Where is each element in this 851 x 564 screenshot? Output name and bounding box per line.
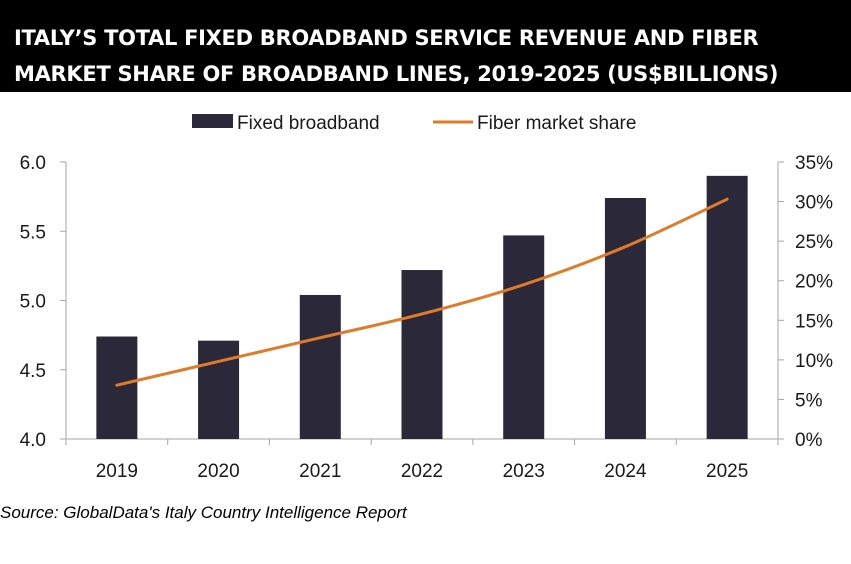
legend-swatch-fixed-broadband	[192, 114, 233, 128]
legend-label-fixed-broadband: Fixed broadband	[237, 113, 380, 134]
x-tick-label: 2023	[503, 461, 545, 482]
bar-fixed-broadband	[503, 235, 545, 439]
y-right-tick-label: 0%	[795, 430, 823, 451]
y-right-tick-label: 15%	[795, 311, 833, 332]
source-note: Source: GlobalData's Italy Country Intel…	[0, 503, 407, 522]
x-tick-label: 2024	[604, 461, 647, 482]
legend-label-fiber-market-share: Fiber market share	[477, 113, 636, 134]
y-left-tick-label: 5.5	[20, 222, 46, 243]
y-left-tick-label: 5.0	[20, 292, 46, 313]
y-right-tick-label: 10%	[795, 351, 833, 372]
combo-chart: 4.0 4.5 5.0 5.5 6.0 0% 5% 10% 15% 20% 25% 30% 35% 201…	[20, 113, 834, 482]
chart-title: ITALY’S TOTAL FIXED BROADBAND SERVICE RE…	[14, 26, 779, 86]
y-right-tick-label: 5%	[795, 390, 823, 411]
x-tick-label: 2025	[706, 461, 748, 482]
x-tick-label: 2019	[96, 461, 138, 482]
y-left-tick-label: 6.0	[20, 153, 46, 174]
x-tick-label: 2020	[197, 461, 239, 482]
bar-fixed-broadband	[706, 175, 748, 439]
bar-fixed-broadband	[604, 198, 646, 439]
y-right-tick-label: 30%	[795, 193, 833, 214]
y-left-tick-label: 4.5	[20, 361, 46, 382]
y-right-tick-label: 35%	[795, 153, 833, 174]
bar-fixed-broadband	[198, 340, 240, 439]
bar-fixed-broadband	[96, 336, 138, 439]
bar-fixed-broadband	[401, 270, 443, 439]
y-left-tick-label: 4.0	[20, 430, 46, 451]
x-tick-label: 2022	[401, 461, 443, 482]
y-right-tick-label: 20%	[795, 272, 833, 293]
x-tick-label: 2021	[299, 461, 341, 482]
y-right-tick-label: 25%	[795, 232, 833, 253]
chart-title-bar: ITALY’S TOTAL FIXED BROADBAND SERVICE RE…	[0, 0, 851, 92]
bar-fixed-broadband	[299, 294, 341, 439]
chart-area: 4.0 4.5 5.0 5.5 6.0 0% 5% 10% 15% 20% 25% 30% 35% 201…	[0, 92, 851, 496]
